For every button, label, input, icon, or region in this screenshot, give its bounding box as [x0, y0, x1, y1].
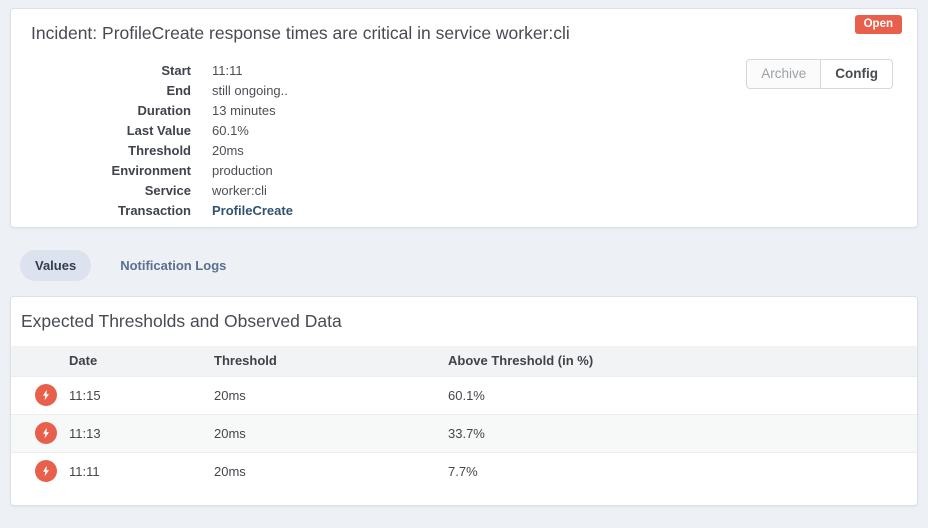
- tab-notification-logs[interactable]: Notification Logs: [120, 258, 227, 273]
- cell-above-threshold: 7.7%: [448, 451, 917, 490]
- cell-threshold: 20ms: [214, 375, 448, 414]
- thresholds-card-title: Expected Thresholds and Observed Data: [21, 311, 342, 331]
- detail-label: Transaction: [118, 203, 191, 218]
- column-header-threshold: Threshold: [214, 346, 448, 376]
- detail-value: still ongoing..: [212, 83, 288, 98]
- detail-row-environment: Environment production: [21, 161, 902, 181]
- detail-row-duration: Duration 13 minutes: [21, 101, 902, 121]
- detail-label: Duration: [137, 103, 191, 118]
- cell-above-threshold: 33.7%: [448, 413, 917, 452]
- detail-value: 13 minutes: [212, 103, 276, 118]
- cell-date: 11:11: [69, 451, 214, 490]
- cell-threshold: 20ms: [214, 413, 448, 452]
- column-header-above-threshold: Above Threshold (in %): [448, 346, 917, 376]
- tab-bar: Values Notification Logs: [20, 250, 928, 281]
- detail-value: worker:cli: [212, 183, 267, 198]
- detail-value: 11:11: [212, 63, 243, 78]
- detail-label: Service: [144, 183, 191, 198]
- table-row: 11:11 20ms 7.7%: [11, 451, 917, 490]
- detail-label: End: [166, 83, 191, 98]
- cell-above-threshold: 60.1%: [448, 375, 917, 414]
- detail-row-end: End still ongoing..: [21, 81, 902, 101]
- column-header-icon: [11, 346, 69, 376]
- thresholds-table: Date Threshold Above Threshold (in %) 11…: [11, 346, 917, 490]
- alert-bolt-icon: [35, 460, 57, 483]
- detail-value: production: [212, 163, 273, 178]
- incident-actions: Archive Config: [746, 59, 893, 89]
- table-header-row: Date Threshold Above Threshold (in %): [11, 346, 917, 376]
- cell-date: 11:13: [69, 413, 214, 452]
- column-header-date: Date: [69, 346, 214, 376]
- detail-row-last-value: Last Value 60.1%: [21, 121, 902, 141]
- detail-value: ProfileCreate: [212, 201, 293, 221]
- incident-card: Incident: ProfileCreate response times a…: [10, 8, 918, 228]
- incident-title: Incident: ProfileCreate response times a…: [31, 23, 570, 43]
- thresholds-card: Expected Thresholds and Observed Data Da…: [10, 296, 918, 506]
- transaction-link[interactable]: ProfileCreate: [212, 203, 293, 218]
- alert-bolt-icon: [35, 384, 57, 406]
- detail-row-service: Service worker:cli: [21, 181, 902, 201]
- table-row: 11:13 20ms 33.7%: [11, 413, 917, 452]
- config-button[interactable]: Config: [820, 59, 893, 89]
- detail-label: Last Value: [126, 123, 191, 138]
- archive-button[interactable]: Archive: [746, 59, 822, 89]
- incident-details: Start 11:11 End still ongoing.. Duration…: [21, 61, 902, 221]
- detail-value: 20ms: [212, 143, 244, 158]
- detail-label: Environment: [111, 163, 191, 178]
- detail-label: Start: [161, 63, 191, 78]
- cell-date: 11:15: [69, 375, 214, 414]
- cell-threshold: 20ms: [214, 451, 448, 490]
- status-badge: Open: [854, 15, 902, 34]
- table-row: 11:15 20ms 60.1%: [11, 375, 917, 414]
- detail-row-transaction: Transaction ProfileCreate: [21, 201, 902, 221]
- tab-values[interactable]: Values: [20, 250, 92, 281]
- detail-row-threshold: Threshold 20ms: [21, 141, 902, 161]
- alert-bolt-icon: [35, 422, 57, 444]
- detail-row-start: Start 11:11: [21, 61, 902, 81]
- detail-value: 60.1%: [212, 123, 249, 138]
- detail-label: Threshold: [128, 143, 191, 158]
